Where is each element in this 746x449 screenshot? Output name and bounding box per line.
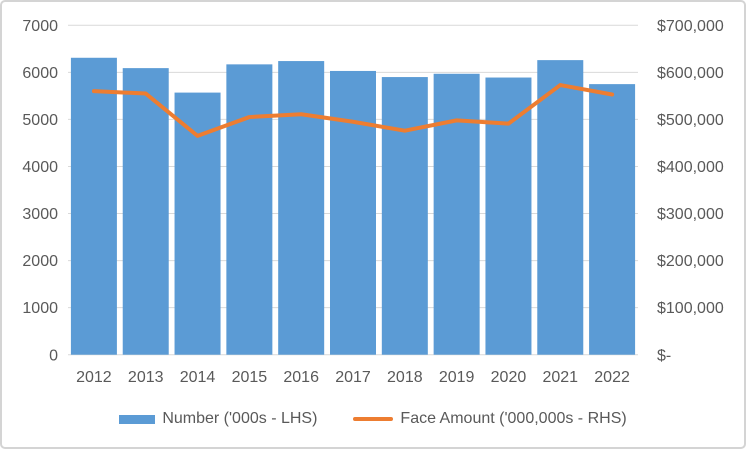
legend-label-number: Number ('000s - LHS)	[162, 410, 318, 427]
left-axis-tick-label: 7000	[22, 18, 58, 35]
legend-item-number[interactable]: Number ('000s - LHS)	[119, 410, 317, 428]
left-axis-tick-label: 2000	[22, 253, 58, 270]
left-axis-tick-label: 5000	[22, 112, 58, 129]
x-axis-label-2016: 2016	[283, 369, 319, 386]
chart-legend: Number ('000s - LHS) Face Amount ('000,0…	[2, 405, 744, 433]
right-axis-tick-label: $-	[657, 347, 671, 364]
bar-2019[interactable]	[433, 73, 480, 355]
x-axis-label-2022: 2022	[594, 369, 630, 386]
bar-2016[interactable]	[278, 61, 325, 355]
right-axis-tick-label: $100,000	[657, 300, 724, 317]
face-amount-line[interactable]	[91, 83, 615, 138]
bar-2022[interactable]	[589, 84, 636, 355]
bar-2018[interactable]	[381, 77, 428, 355]
x-axis-label-2017: 2017	[335, 369, 371, 386]
right-axis-tick-label: $200,000	[657, 253, 724, 270]
x-axis-label-2020: 2020	[491, 369, 527, 386]
x-axis-label-2013: 2013	[128, 369, 164, 386]
bar-2021[interactable]	[537, 60, 584, 355]
x-axis-label-2015: 2015	[232, 369, 268, 386]
legend-label-face-amount: Face Amount ('000,000s - RHS)	[400, 410, 627, 427]
x-axis-label-2018: 2018	[387, 369, 423, 386]
x-axis-label-2014: 2014	[180, 369, 216, 386]
bar-series-swatch-icon	[119, 414, 156, 424]
left-axis-tick-label: 1000	[22, 300, 58, 317]
bar-2020[interactable]	[485, 77, 532, 355]
left-axis-tick-label: 3000	[22, 206, 58, 223]
right-axis-tick-label: $300,000	[657, 206, 724, 223]
left-axis-tick-label: 4000	[22, 159, 58, 176]
left-axis-tick-label: 0	[49, 347, 58, 364]
right-axis-tick-label: $600,000	[657, 65, 724, 82]
x-axis-label-2019: 2019	[439, 369, 475, 386]
bar-2012[interactable]	[70, 57, 117, 355]
legend-item-face-amount[interactable]: Face Amount ('000,000s - RHS)	[353, 410, 627, 428]
bar-2013[interactable]	[122, 68, 169, 355]
x-axis-label-2021: 2021	[542, 369, 578, 386]
left-axis-tick-label: 6000	[22, 65, 58, 82]
x-axis-label-2012: 2012	[76, 369, 112, 386]
right-axis-tick-label: $500,000	[657, 112, 724, 129]
line-series-swatch-icon	[353, 417, 394, 421]
right-axis-tick-label: $400,000	[657, 159, 724, 176]
bar-2017[interactable]	[330, 70, 376, 355]
bar-2015[interactable]	[226, 64, 273, 355]
right-axis-tick-label: $700,000	[657, 18, 724, 35]
